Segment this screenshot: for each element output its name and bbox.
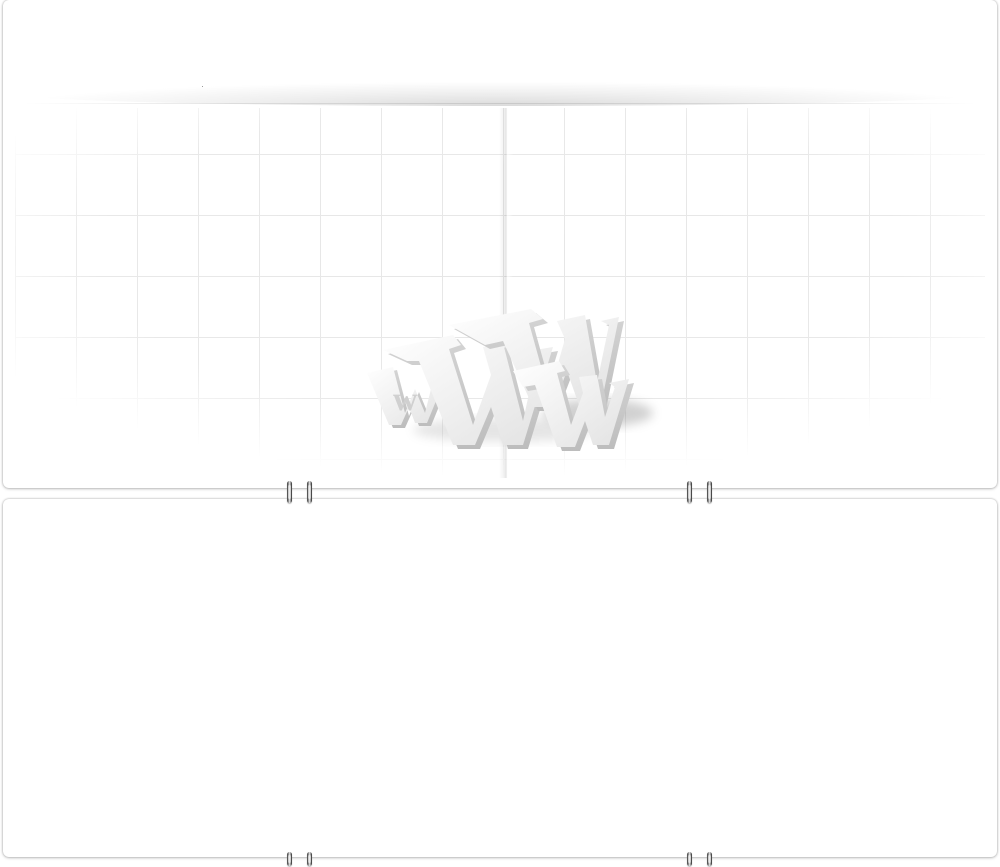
www-logo-icon: w (367, 309, 653, 451)
header-divider (23, 103, 977, 104)
binder-ring-icon (707, 852, 712, 866)
binder-ring-icon (307, 852, 312, 866)
letter-w-1: w (393, 381, 418, 418)
binder-ring-icon (687, 481, 692, 503)
letter-w-small-left: w (367, 367, 449, 428)
top-panel: w (3, 0, 997, 488)
header-divider-shadow (18, 82, 982, 106)
binder-ring-icon (307, 481, 312, 503)
binder-ring-icon (287, 481, 292, 503)
binder-ring-icon (707, 481, 712, 503)
binder-ring-icon (687, 852, 692, 866)
letter-w-small-right (513, 361, 634, 451)
bottom-panel (3, 499, 997, 857)
binder-ring-icon (287, 852, 292, 866)
header-mark (202, 86, 203, 87)
letter-w-large-1 (383, 335, 558, 449)
